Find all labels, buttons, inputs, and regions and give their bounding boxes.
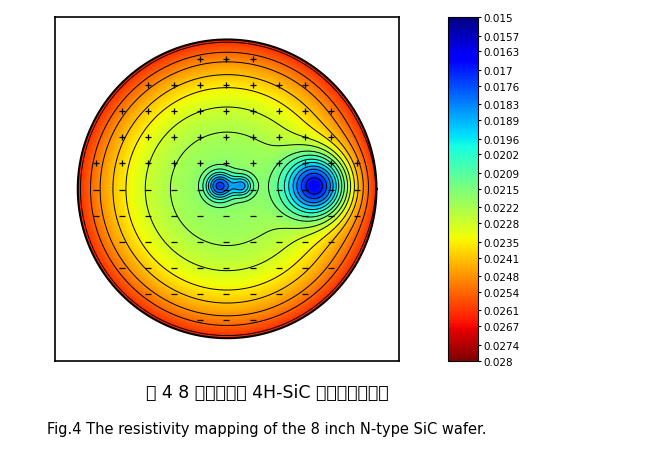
Text: Fig.4 The resistivity mapping of the 8 inch N-type SiC wafer.: Fig.4 The resistivity mapping of the 8 i… [47, 421, 487, 436]
Text: 图 4 8 英寸导电型 4H-SiC 衬底电阻率分布: 图 4 8 英寸导电型 4H-SiC 衬底电阻率分布 [146, 383, 389, 401]
